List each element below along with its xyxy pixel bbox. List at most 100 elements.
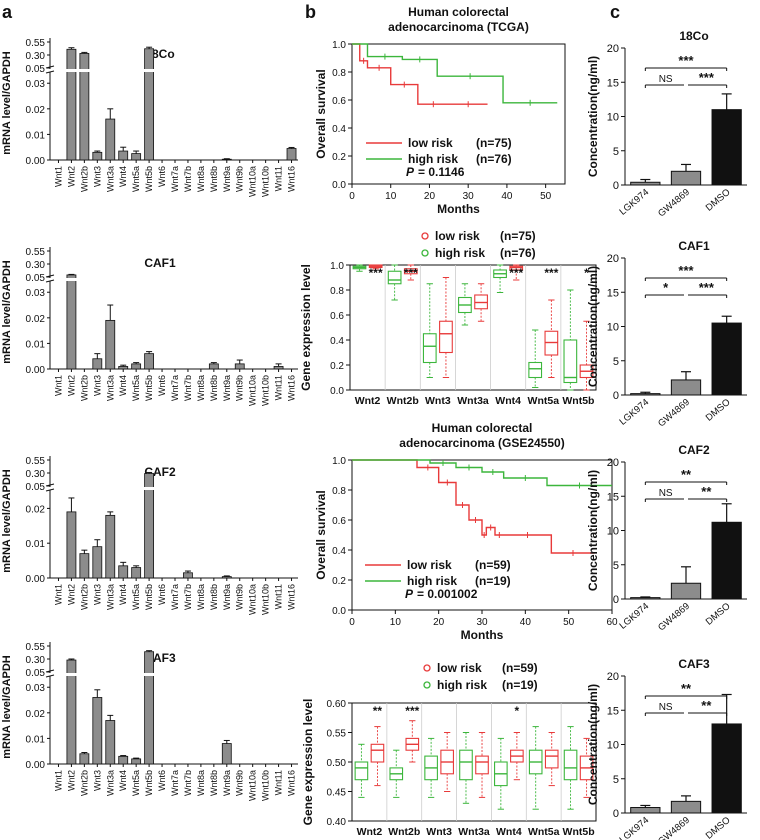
- x-tick-label: Wnt7a: [170, 584, 180, 610]
- x-axis-label: Months: [437, 202, 480, 216]
- legend-label: high risk: [407, 574, 457, 588]
- significance-label: **: [373, 704, 383, 718]
- x-tick-label: Wnt4: [495, 395, 521, 407]
- chart-title: CAF1: [144, 256, 176, 270]
- significance-label: ***: [509, 266, 523, 280]
- significance-label: NS: [659, 702, 673, 713]
- x-tick-label: Wnt11: [274, 770, 284, 795]
- chart-c-18Co: 0 5 10 15 20 Concentration(ng/ml) 18Co LGK974 GW…: [586, 29, 747, 219]
- x-tick-label: Wnt6: [157, 584, 167, 605]
- y-axis-label: mRNA level/GAPDH: [1, 469, 13, 573]
- bar: [670, 800, 702, 814]
- legend-n-label: (n=59): [475, 558, 511, 572]
- y-tick-label: 0: [613, 594, 619, 606]
- x-tick-label: Wnt2b: [79, 584, 89, 610]
- chart-a-CAF1: 0.00 0.01 0.02 0.03 0.05 0.30 0.55 mRNA level/G…: [1, 247, 298, 406]
- y-tick-label: 0.03: [26, 683, 46, 694]
- significance-label: ***: [405, 704, 419, 718]
- bar: [105, 319, 116, 370]
- chart-title: 18Co: [679, 29, 708, 43]
- y-tick-label: 0: [613, 390, 619, 402]
- y-tick-label: 15: [607, 287, 619, 299]
- bar-break-gap: [65, 278, 77, 281]
- bar: [144, 48, 155, 161]
- bar: [144, 353, 155, 370]
- bar: [66, 274, 77, 370]
- x-tick-label: Wnt9b: [235, 375, 245, 401]
- bar-break-gap: [143, 673, 155, 676]
- bar: [105, 514, 116, 579]
- x-tick-label: Wnt1: [53, 584, 63, 605]
- y-tick-label: 20: [607, 43, 619, 55]
- y-tick-label: 0.0: [332, 180, 346, 191]
- box-low: [544, 749, 559, 769]
- box-low: [439, 320, 453, 354]
- x-tick-label: 50: [563, 617, 575, 628]
- x-tick-label: Wnt9b: [235, 166, 245, 192]
- bar: [131, 153, 142, 161]
- y-tick-label: 0.2: [330, 361, 344, 372]
- y-tick-label: 10: [607, 112, 619, 124]
- chart-title: adenocarcinoma (TCGA): [388, 20, 529, 34]
- x-tick-label: 60: [606, 617, 618, 628]
- x-tick-label: Wnt9b: [235, 584, 245, 610]
- x-tick-label: Wnt5b: [144, 166, 154, 192]
- plot-frame: [349, 264, 597, 391]
- axis-break-mark: [45, 674, 55, 678]
- x-axis-label: Months: [461, 628, 504, 642]
- y-tick-label: 0.2: [332, 576, 346, 587]
- y-axis-label: mRNA level/GAPDH: [1, 655, 13, 759]
- legend-n-label: (n=19): [502, 678, 538, 692]
- legend-label: high risk: [437, 678, 487, 692]
- y-tick-label: 0.03: [26, 79, 46, 90]
- y-tick-label: 0.4: [330, 336, 344, 347]
- x-tick-label: Wnt2b: [79, 770, 89, 796]
- legend-n-label: (n=76): [476, 152, 512, 166]
- chart-b-box-tcga: 0.0 0.2 0.4 0.6 0.8 1.0 Gene expression level l…: [299, 229, 597, 407]
- y-tick-label: 0.4: [332, 546, 346, 557]
- bar: [221, 158, 232, 161]
- legend-n-label: (n=76): [500, 246, 536, 260]
- bar: [711, 109, 742, 186]
- y-tick-label: 0.8: [330, 286, 344, 297]
- legend-label: low risk: [407, 558, 452, 572]
- significance-label: *: [663, 280, 669, 295]
- x-tick-label: Wnt6: [157, 166, 167, 187]
- chart-a-18Co: 0.00 0.01 0.02 0.03 0.05 0.30 0.55 mRNA level/G…: [1, 38, 298, 197]
- x-tick-label: Wnt16: [287, 375, 297, 401]
- y-tick-label: 0.02: [26, 709, 46, 720]
- legend-n-label: (n=59): [502, 661, 538, 675]
- x-tick-label: Wnt10a: [248, 166, 258, 197]
- survival-curve-low-risk: [352, 459, 595, 554]
- x-tick-label: Wnt8b: [209, 584, 219, 610]
- bar: [144, 651, 155, 765]
- x-tick-label: Wnt2b: [387, 395, 419, 407]
- x-tick-label: Wnt5a: [131, 770, 141, 796]
- bar-break-gap: [65, 69, 77, 72]
- y-tick-label: 0.00: [26, 760, 46, 771]
- plot-frame: [351, 702, 597, 822]
- bar-break-gap: [65, 673, 77, 676]
- y-axis-label: Concentration(ng/ml): [586, 684, 600, 805]
- bar: [183, 572, 193, 579]
- chart-title: adenocarcinoma (GSE24550): [399, 436, 564, 450]
- y-tick-label: 0.00: [26, 574, 46, 585]
- bar: [630, 807, 661, 814]
- x-tick-label: Wnt3: [426, 826, 452, 838]
- legend-label: low risk: [437, 661, 482, 675]
- x-tick-label: Wnt4: [496, 826, 522, 838]
- x-tick-label: Wnt4: [118, 584, 128, 605]
- x-tick-label: Wnt6: [157, 375, 167, 396]
- y-tick-label: 1.0: [330, 261, 344, 272]
- y-tick-label: 15: [607, 705, 619, 717]
- x-tick-label: Wnt8b: [209, 375, 219, 401]
- x-tick-label: Wnt3: [92, 584, 102, 605]
- significance-label: *: [584, 266, 589, 280]
- bar: [670, 379, 702, 396]
- x-tick-label: Wnt2: [355, 395, 381, 407]
- chart-b-box-gse: 0.40 0.45 0.50 0.55 0.60 Gene expression leve…: [301, 661, 597, 838]
- legend-marker-low-risk: [421, 232, 429, 240]
- x-tick-label: DMSO: [704, 601, 733, 628]
